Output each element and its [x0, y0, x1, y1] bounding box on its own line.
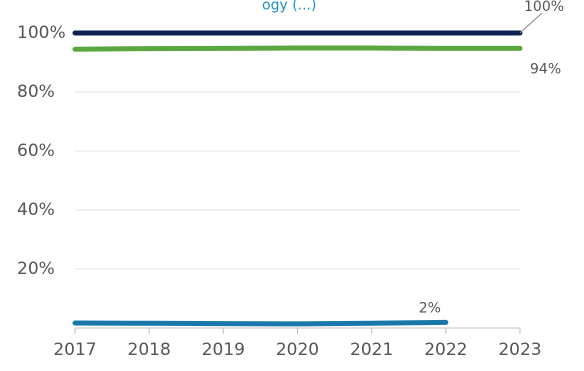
- gridlines: [75, 32, 520, 270]
- data-labels: 100% 94% 2%: [419, 0, 564, 316]
- label-leader-line: [519, 12, 543, 34]
- y-tick-label: 20%: [17, 259, 55, 279]
- data-label-green: 94%: [530, 61, 561, 77]
- x-tick-label: 2021: [350, 340, 393, 360]
- series-line-blue: [72, 319, 449, 327]
- x-tick-label: 2022: [424, 340, 467, 360]
- x-tick-label: 2017: [53, 340, 96, 360]
- axes: 20% 40% 60% 80% 100% 2017 2018 2019 2020 2021 2022…: [17, 23, 542, 360]
- y-tick-label: 80%: [17, 82, 55, 102]
- y-tick-label: 60%: [17, 141, 55, 161]
- chart-title-fragment: ogy (...): [262, 0, 316, 14]
- series-lines: [72, 30, 523, 327]
- x-tick-label: 2023: [498, 340, 541, 360]
- x-tick-label: 2018: [128, 340, 171, 360]
- y-tick-label: 100%: [17, 23, 66, 43]
- x-tick-label: 2020: [276, 340, 319, 360]
- x-tick-label: 2019: [202, 340, 245, 360]
- data-label-blue: 2%: [419, 300, 441, 316]
- data-label-total: 100%: [524, 0, 564, 15]
- series-line-green: [72, 45, 523, 52]
- y-tick-label: 40%: [17, 200, 55, 220]
